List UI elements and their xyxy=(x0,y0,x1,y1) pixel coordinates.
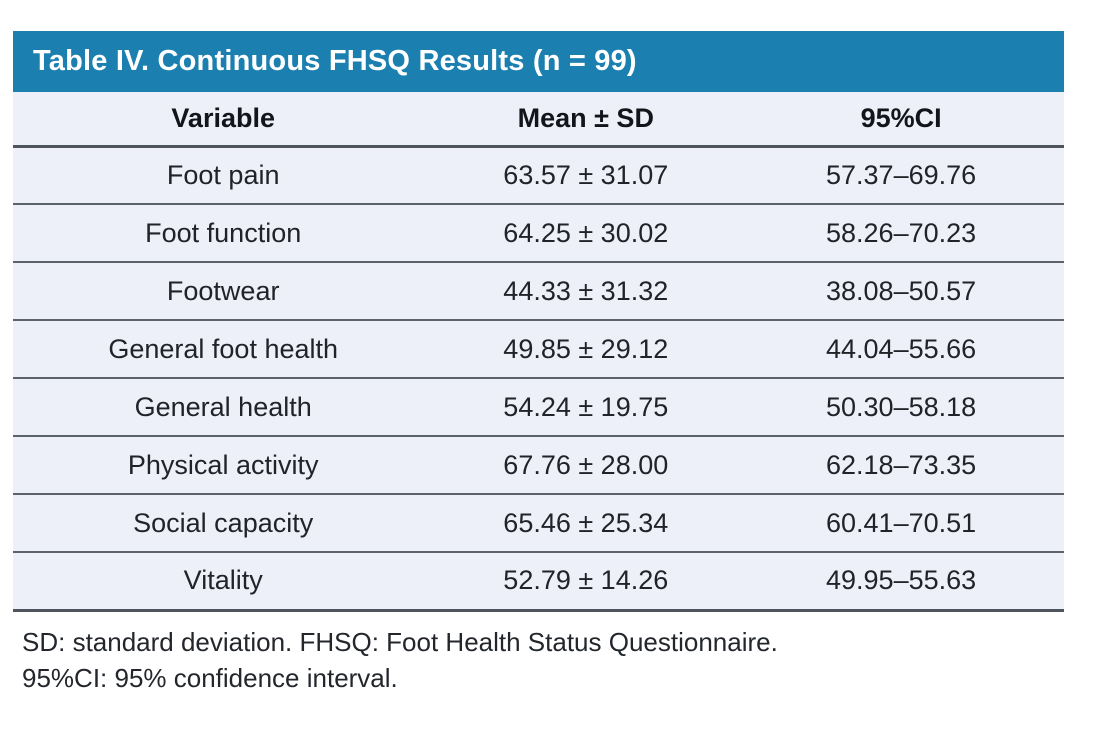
table-row: Foot pain 63.57 ± 31.07 57.37–69.76 xyxy=(13,146,1064,205)
table-title-bar: Table IV. Continuous FHSQ Results (n = 9… xyxy=(13,31,1064,92)
cell-variable: Social capacity xyxy=(13,494,434,553)
table-row: Physical activity 67.76 ± 28.00 62.18–73… xyxy=(13,436,1064,495)
table-body: Foot pain 63.57 ± 31.07 57.37–69.76 Foot… xyxy=(13,146,1064,612)
cell-ci: 57.37–69.76 xyxy=(738,146,1064,205)
cell-ci: 44.04–55.66 xyxy=(738,320,1064,379)
cell-variable: General foot health xyxy=(13,320,434,379)
cell-mean-sd: 44.33 ± 31.32 xyxy=(433,262,739,321)
table-row: Social capacity 65.46 ± 25.34 60.41–70.5… xyxy=(13,494,1064,553)
cell-mean-sd: 64.25 ± 30.02 xyxy=(433,204,739,263)
cell-mean-sd: 54.24 ± 19.75 xyxy=(433,378,739,437)
cell-ci: 38.08–50.57 xyxy=(738,262,1064,321)
table-footnotes: SD: standard deviation. FHSQ: Foot Healt… xyxy=(22,624,1064,696)
cell-mean-sd: 49.85 ± 29.12 xyxy=(433,320,739,379)
cell-ci: 62.18–73.35 xyxy=(738,436,1064,495)
cell-variable: Foot function xyxy=(13,204,434,263)
column-header-variable: Variable xyxy=(13,92,434,148)
cell-ci: 49.95–55.63 xyxy=(738,552,1064,612)
cell-variable: General health xyxy=(13,378,434,437)
cell-variable: Vitality xyxy=(13,552,434,612)
footnote-line-abbreviations: SD: standard deviation. FHSQ: Foot Healt… xyxy=(22,626,778,657)
footnote-line-ci: 95%CI: 95% confidence interval. xyxy=(22,662,398,693)
fhsq-results-table-card: Table IV. Continuous FHSQ Results (n = 9… xyxy=(13,31,1064,696)
cell-ci: 60.41–70.51 xyxy=(738,494,1064,553)
table-row: Vitality 52.79 ± 14.26 49.95–55.63 xyxy=(13,552,1064,612)
table-row: Footwear 44.33 ± 31.32 38.08–50.57 xyxy=(13,262,1064,321)
header-row: Variable Mean ± SD 95%CI xyxy=(13,92,1064,148)
cell-mean-sd: 63.57 ± 31.07 xyxy=(433,146,739,205)
column-header-mean-sd: Mean ± SD xyxy=(433,92,739,148)
table-header: Variable Mean ± SD 95%CI xyxy=(13,92,1064,148)
cell-mean-sd: 52.79 ± 14.26 xyxy=(433,552,739,612)
column-header-ci: 95%CI xyxy=(738,92,1064,148)
table-row: Foot function 64.25 ± 30.02 58.26–70.23 xyxy=(13,204,1064,263)
cell-mean-sd: 65.46 ± 25.34 xyxy=(433,494,739,553)
cell-mean-sd: 67.76 ± 28.00 xyxy=(433,436,739,495)
cell-variable: Physical activity xyxy=(13,436,434,495)
fhsq-results-table: Variable Mean ± SD 95%CI Foot pain 63.57… xyxy=(13,92,1064,612)
cell-variable: Foot pain xyxy=(13,146,434,205)
cell-ci: 58.26–70.23 xyxy=(738,204,1064,263)
table-row: General health 54.24 ± 19.75 50.30–58.18 xyxy=(13,378,1064,437)
table-title: Table IV. Continuous FHSQ Results (n = 9… xyxy=(33,45,637,77)
table-row: General foot health 49.85 ± 29.12 44.04–… xyxy=(13,320,1064,379)
cell-variable: Footwear xyxy=(13,262,434,321)
cell-ci: 50.30–58.18 xyxy=(738,378,1064,437)
